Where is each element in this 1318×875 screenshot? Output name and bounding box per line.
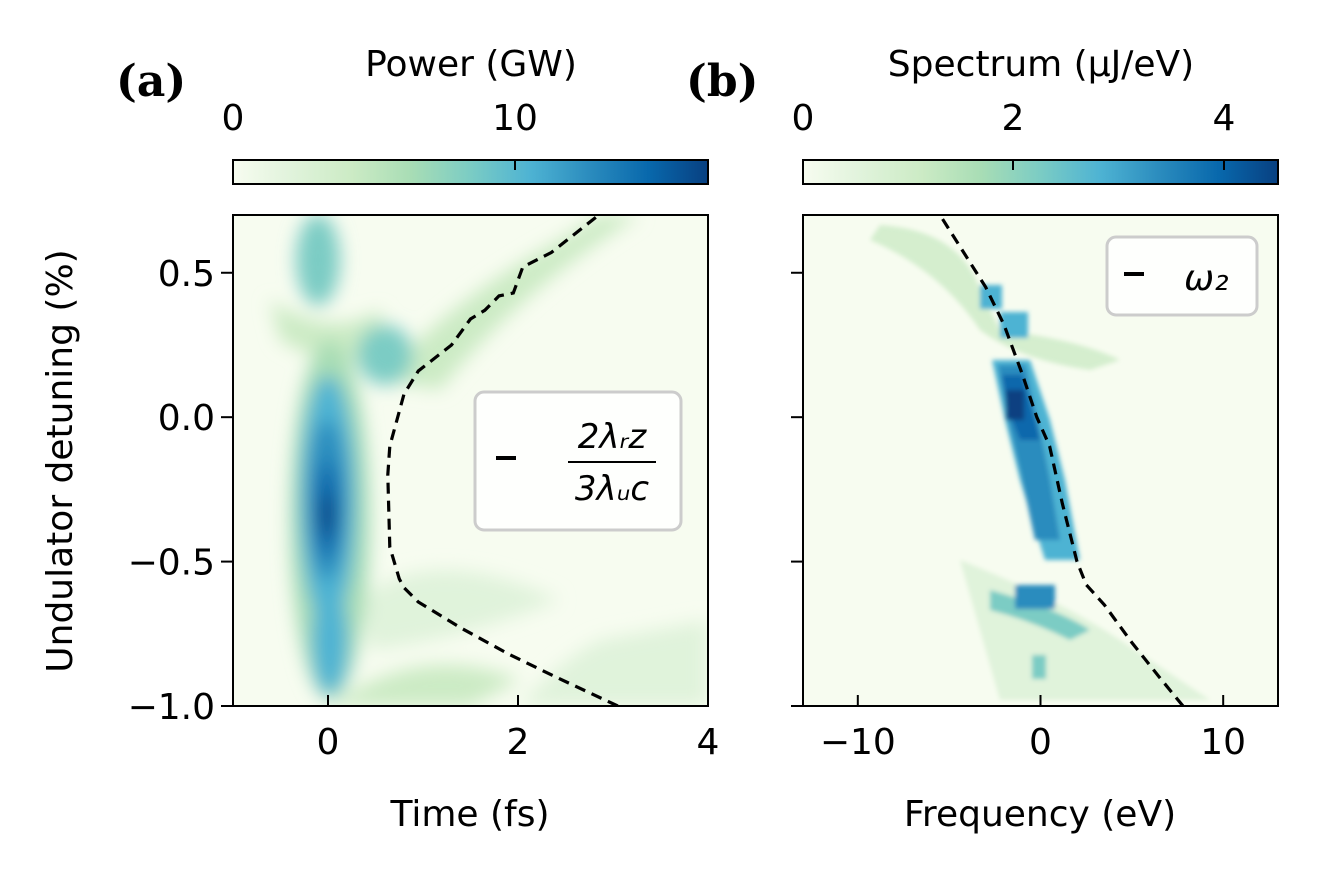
x-axis-label-b: Frequency (eV) (904, 794, 1176, 835)
legend-a-denominator: 3λᵤc (575, 469, 650, 509)
colorbar-a-tick-label: 0 (222, 98, 245, 139)
heatmap-a-blob (330, 664, 520, 706)
colorbar-a (232, 159, 709, 185)
panel-a-label: (a) (116, 56, 186, 107)
heatmap-a-blob (360, 570, 560, 650)
colorbar-a-ticks: 0 10 (222, 98, 538, 170)
legend-b: ω₂ (1105, 235, 1259, 317)
x-tick-label-a: 0 (317, 722, 340, 763)
heatmap-a-blob (380, 215, 640, 390)
y-tick-label: 0.0 (158, 398, 215, 439)
colorbar-b (802, 159, 1279, 185)
x-tick-label-b: −10 (820, 722, 896, 763)
y-tick-label: −1.0 (128, 687, 215, 728)
panel-b: Spectrum (μJ/eV) 0 2 4 (791, 44, 1279, 835)
heatmap-b-blob (1000, 312, 1028, 338)
heatmap-a (270, 215, 708, 706)
y-axis-label: Undulator detuning (%) (40, 249, 81, 672)
x-tick-label-a: 2 (507, 722, 530, 763)
legend-a-numerator: 2λᵣz (578, 417, 648, 457)
legend-b-box (1105, 235, 1259, 317)
axes-a-frame (232, 214, 709, 707)
x-tick-label-b: 10 (1200, 722, 1246, 763)
x-tick-label-a: 4 (697, 722, 720, 763)
colorbar-b-tick-label: 4 (1213, 98, 1236, 139)
heatmap-a-blob (357, 325, 413, 385)
heatmap-b-blob (870, 225, 1120, 370)
colorbar-a-label: Power (GW) (365, 44, 577, 85)
axes-a-ticks: 0 2 4 0.5 0.0 −0.5 −1.0 (128, 254, 720, 763)
heatmap-a-blob (520, 620, 708, 706)
heatmap-a-blob (296, 215, 340, 306)
heatmap-b-blob (1032, 655, 1046, 679)
heatmap-a-blob (320, 493, 334, 537)
colorbar-b-label: Spectrum (μJ/eV) (888, 44, 1194, 85)
colorbar-b-tick-label: 0 (792, 98, 815, 139)
panel-a: Power (GW) 0 10 (40, 44, 719, 835)
colorbar-a-tick-label: 10 (492, 98, 538, 139)
colorbar-b-ticks: 0 2 4 (792, 98, 1236, 170)
y-tick-label: −0.5 (128, 543, 215, 584)
dashed-curve-a (386, 215, 619, 706)
y-tick-label: 0.5 (158, 254, 215, 295)
legend-b-label: ω₂ (1184, 258, 1229, 299)
heatmap-b-blob (1006, 390, 1024, 420)
x-axis-label-a: Time (fs) (389, 794, 549, 835)
x-tick-label-b: 0 (1029, 722, 1052, 763)
heatmap-a-blob (312, 585, 348, 695)
panel-b-label: (b) (686, 56, 758, 107)
heatmap-b (870, 215, 1210, 706)
legend-a: 2λᵣz 3λᵤc (473, 390, 683, 532)
colorbar-b-tick-label: 2 (1002, 98, 1025, 139)
axes-b-ticks: −10 0 10 (791, 271, 1246, 763)
heatmap-b-blob (1015, 585, 1055, 609)
